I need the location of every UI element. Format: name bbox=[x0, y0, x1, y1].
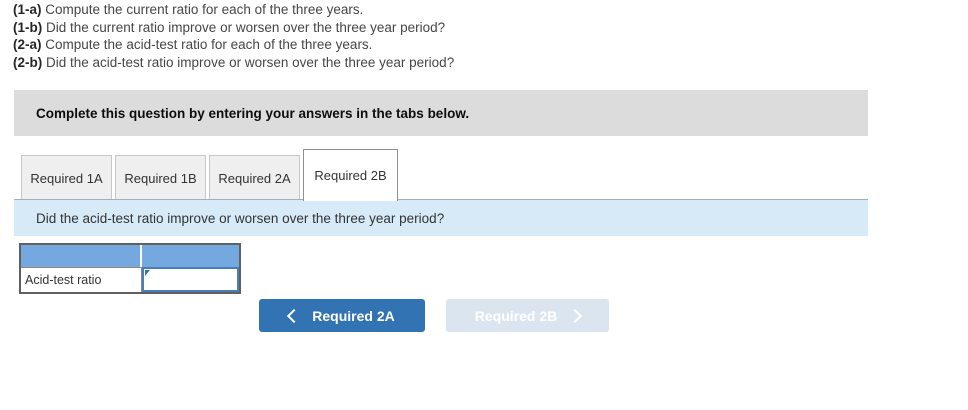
instruction-line-2a: (2-a) Compute the acid-test ratio for ea… bbox=[13, 36, 713, 54]
tab-label: Required 1A bbox=[30, 170, 103, 186]
tab-panel-question-bar: Did the acid-test ratio improve or worse… bbox=[14, 199, 868, 236]
chevron-left-icon bbox=[287, 308, 302, 324]
instruction-text: Did the acid-test ratio improve or worse… bbox=[42, 54, 455, 70]
prev-required-2a-button[interactable]: Required 2A bbox=[259, 299, 425, 332]
acid-test-ratio-answer-dropdown[interactable] bbox=[142, 267, 239, 292]
triangle-marker-icon bbox=[145, 270, 150, 276]
next-required-2b-button[interactable]: Required 2B bbox=[446, 299, 609, 332]
instruction-line-1a: (1-a) Compute the current ratio for each… bbox=[13, 1, 713, 19]
tab-required-2b[interactable]: Required 2B bbox=[303, 149, 398, 201]
instruction-text: Compute the acid-test ratio for each of … bbox=[41, 37, 373, 52]
row-label-acid-test-ratio: Acid-test ratio bbox=[21, 267, 142, 292]
tab-label: Required 2A bbox=[218, 170, 291, 186]
instruction-list: (1-a) Compute the current ratio for each… bbox=[13, 1, 713, 71]
banner-text: Complete this question by entering your … bbox=[36, 105, 470, 121]
complete-question-banner: Complete this question by entering your … bbox=[14, 90, 868, 136]
answer-table: Acid-test ratio bbox=[19, 243, 241, 294]
instruction-text: Compute the current ratio for each of th… bbox=[41, 2, 364, 17]
answer-table-header-cell bbox=[21, 245, 140, 267]
instruction-prefix: (1-a) bbox=[13, 2, 42, 17]
instruction-prefix: (2-a) bbox=[13, 37, 42, 52]
next-button-label: Required 2B bbox=[474, 307, 558, 324]
tab-label: Required 2B bbox=[314, 168, 387, 183]
required-tabs: Required 1A Required 1B Required 2A Requ… bbox=[21, 149, 881, 201]
tab-required-2a[interactable]: Required 2A bbox=[209, 155, 300, 201]
question-text: Did the acid-test ratio improve or worse… bbox=[36, 210, 445, 226]
table-row: Acid-test ratio bbox=[21, 267, 239, 292]
tab-required-1b[interactable]: Required 1B bbox=[115, 155, 206, 201]
instruction-line-2b: (2-b) Did the acid-test ratio improve or… bbox=[13, 54, 713, 72]
instruction-line-1b: (1-b) Did the current ratio improve or w… bbox=[13, 19, 713, 37]
tab-required-1a[interactable]: Required 1A bbox=[21, 155, 112, 201]
instruction-text: Did the current ratio improve or worsen … bbox=[42, 19, 446, 35]
chevron-right-icon bbox=[568, 308, 583, 324]
answer-table-header-cell bbox=[142, 245, 239, 267]
prev-button-label: Required 2A bbox=[312, 307, 395, 324]
instruction-prefix: (2-b) bbox=[13, 54, 43, 70]
instruction-prefix: (1-b) bbox=[13, 19, 43, 35]
answer-table-header-row bbox=[21, 245, 239, 267]
tab-label: Required 1B bbox=[124, 170, 197, 186]
